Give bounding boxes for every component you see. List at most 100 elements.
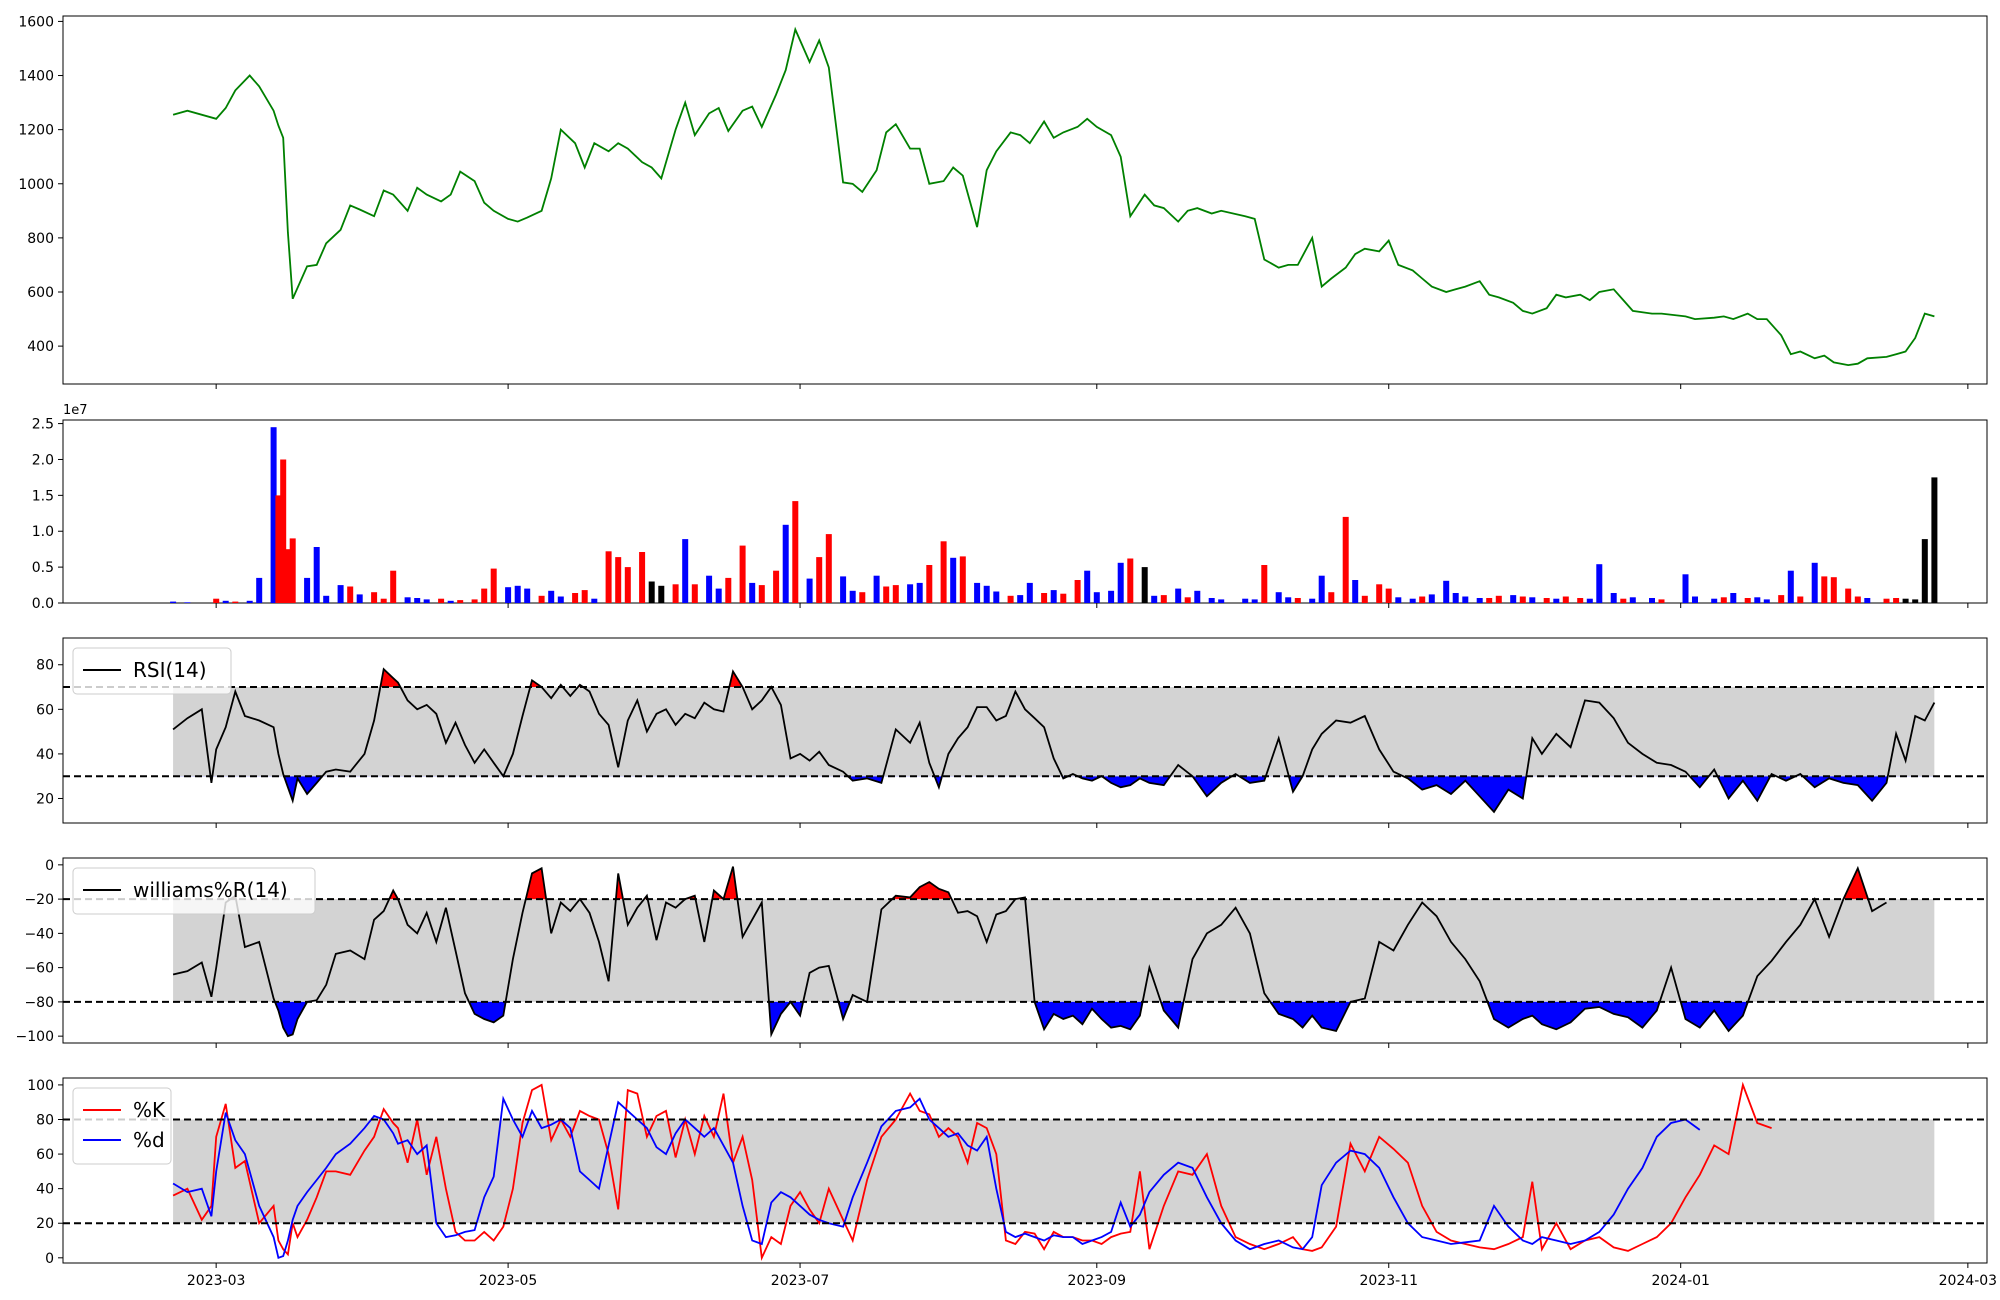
- volume-bar: [289, 538, 296, 603]
- volume-bar: [591, 598, 598, 603]
- volume-bar: [1543, 598, 1550, 603]
- volume-bar: [514, 585, 521, 603]
- y-tick-label: 80: [36, 658, 54, 674]
- x-tick-label: 2023-09: [1068, 1273, 1127, 1289]
- williams-legend-label: williams%R(14): [133, 878, 288, 902]
- volume-bar: [337, 585, 344, 603]
- volume-bar: [1711, 598, 1718, 603]
- volume-bar: [1194, 590, 1201, 603]
- y-tick-label: 2.5: [32, 417, 54, 433]
- y-tick-label: 1600: [18, 14, 54, 30]
- threshold-band: [173, 687, 1935, 777]
- volume-bar: [1553, 598, 1560, 603]
- volume-panel: 0.0 0.5 1.0 1.5 2.0 2.5: [32, 417, 1988, 612]
- price-line: [172, 26, 1935, 367]
- volume-bar: [658, 585, 665, 603]
- y-tick-label: 1000: [18, 177, 54, 193]
- volume-bar: [993, 591, 1000, 603]
- volume-bar: [1787, 570, 1794, 603]
- volume-bar: [356, 594, 363, 603]
- volume-bar: [749, 582, 756, 603]
- volume-bar: [1586, 598, 1593, 603]
- volume-bar: [313, 547, 320, 603]
- williams-r-panel: −100 −80 −60 −40 −20 0 williams%R(14): [16, 857, 1988, 1045]
- volume-bar: [438, 598, 445, 603]
- panel-frame: [62, 15, 1988, 385]
- volume-bar: [1763, 599, 1770, 603]
- panel-frame: [62, 1077, 1988, 1264]
- oversold-fill: [173, 1001, 1748, 1037]
- volume-bar: [1385, 588, 1392, 603]
- volume-bar: [1074, 580, 1081, 603]
- volume-bar: [691, 584, 698, 603]
- volume-bar: [1184, 597, 1191, 603]
- y-tick-label: 80: [36, 1112, 54, 1128]
- volume-bar: [505, 587, 512, 603]
- volume-bar: [1883, 598, 1890, 603]
- volume-bar: [184, 602, 191, 603]
- volume-bar: [1352, 580, 1359, 603]
- volume-bar: [1744, 598, 1751, 603]
- volume-bar: [1428, 594, 1435, 603]
- y-tick-label: 60: [36, 702, 54, 718]
- panel-frame: [62, 637, 1988, 824]
- volume-bar: [1017, 595, 1024, 603]
- panel-frame: [62, 857, 1988, 1044]
- y-tick-label: 400: [27, 339, 54, 355]
- volume-bar: [782, 524, 789, 603]
- price-panel: 400 600 800 1000 1200 1400 1600: [18, 14, 1988, 385]
- volume-bar: [1610, 593, 1617, 603]
- volume-bar: [1821, 576, 1828, 603]
- volume-bar: [471, 599, 478, 603]
- volume-bar: [256, 577, 263, 603]
- volume-bar: [423, 599, 430, 603]
- volume-bar: [605, 551, 612, 603]
- y-tick-label: −60: [24, 961, 54, 977]
- volume-bar: [447, 600, 454, 603]
- volume-bar: [390, 570, 397, 603]
- volume-bar: [792, 501, 799, 603]
- volume-bar: [557, 596, 564, 603]
- volume-bar: [715, 588, 722, 603]
- volume-bar: [404, 597, 411, 603]
- volume-bar: [926, 565, 933, 603]
- volume-bar: [682, 539, 689, 603]
- volume-bar: [1649, 598, 1655, 603]
- volume-bar: [1117, 562, 1124, 603]
- x-tick-label: 2023-05: [479, 1273, 538, 1289]
- volume-bar: [840, 576, 847, 603]
- volume-bar: [481, 588, 488, 603]
- volume-bar: [538, 595, 545, 603]
- volume-bar: [974, 582, 981, 603]
- volume-bar: [739, 545, 746, 603]
- volume-bar: [1893, 598, 1900, 603]
- volume-bar: [1443, 580, 1450, 603]
- volume-bar: [1854, 596, 1861, 603]
- volume-bar: [1452, 593, 1459, 603]
- y-tick-label: 40: [36, 1182, 54, 1198]
- volume-bar: [380, 598, 387, 603]
- volume-bar: [1845, 588, 1852, 603]
- y-tick-label: −100: [16, 1029, 54, 1045]
- volume-bar: [1577, 598, 1584, 603]
- stoch-legend-label: %d: [133, 1128, 165, 1152]
- volume-bar: [371, 592, 378, 603]
- volume-bar: [1093, 592, 1100, 603]
- volume-bar: [1692, 596, 1698, 603]
- volume-bar: [1342, 516, 1349, 603]
- volume-bar: [1476, 598, 1483, 603]
- volume-bar: [892, 585, 899, 603]
- volume-bar: [1328, 592, 1335, 603]
- volume-bar: [1151, 595, 1158, 603]
- y-tick-label: 1400: [18, 69, 54, 85]
- volume-bar: [490, 568, 497, 603]
- volume-bar: [1084, 570, 1091, 603]
- rsi-line: [172, 667, 1936, 814]
- volume-bar: [1060, 593, 1067, 603]
- volume-bar: [1730, 593, 1737, 603]
- rsi-panel: 20 40 60 80 RSI(14): [36, 637, 1988, 824]
- y-tick-label: −20: [24, 892, 54, 908]
- volume-bar: [859, 592, 866, 603]
- volume-bar: [983, 585, 990, 603]
